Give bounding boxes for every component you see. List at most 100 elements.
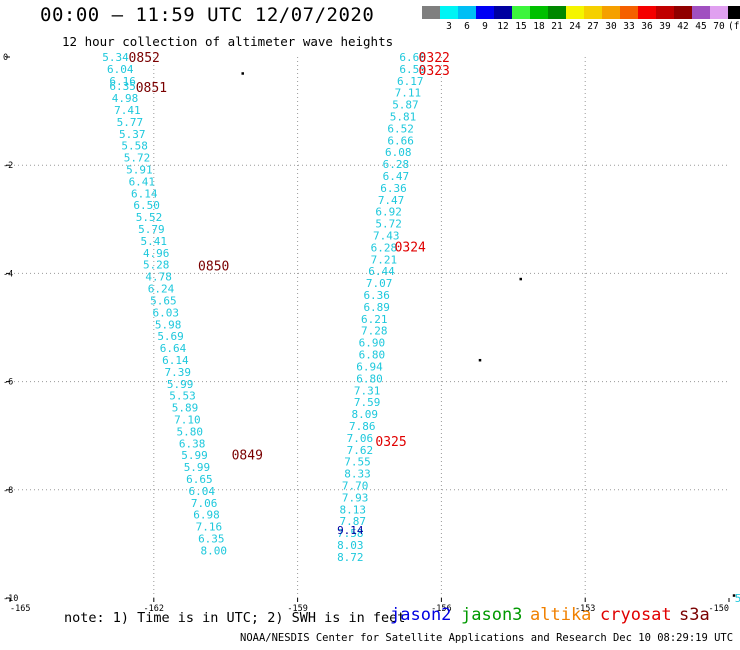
wave-height-value: 8.13 <box>339 503 366 516</box>
colorbar-cell <box>512 6 530 19</box>
y-tick-label: -8 <box>3 486 13 496</box>
wave-height-value: 7.59 <box>354 396 381 409</box>
colorbar-cell <box>440 6 458 19</box>
colorbar-cell <box>602 6 620 19</box>
colorbar-cell <box>710 6 728 19</box>
wave-height-value: 8.72 <box>337 551 364 564</box>
wave-height-value: 7.07 <box>366 277 393 290</box>
wave-height-value: 5.99 <box>167 378 194 391</box>
x-tick-label: -150 <box>709 604 729 614</box>
time-label: 0852 <box>129 51 160 66</box>
colorbar-label: 45 <box>695 21 707 32</box>
wave-height-value: 6.52 <box>387 122 414 135</box>
wave-height-value: 7.10 <box>174 413 201 426</box>
colorbar-label: 24 <box>569 21 581 32</box>
time-label: 0323 <box>419 64 450 79</box>
colorbar-cell <box>548 6 566 19</box>
wave-height-value: 7.16 <box>196 521 223 534</box>
wave-height-value: 6.21 <box>361 313 388 326</box>
wave-height-value: 6.14 <box>131 187 158 200</box>
observation-dot <box>241 72 244 75</box>
wave-height-value: 6.66 <box>387 134 414 147</box>
wave-height-value: 9.14 <box>337 524 364 537</box>
colorbar-label: 42 <box>677 21 689 32</box>
observation-dot <box>519 277 522 281</box>
wave-height-value: 6.38 <box>179 437 206 450</box>
wave-height-value: 6.36 <box>380 182 407 195</box>
colorbar-cell <box>566 6 584 19</box>
wave-height-value: 5.41 <box>141 235 168 248</box>
wave-height-value: 6.16 <box>109 75 136 88</box>
observation-dot <box>478 358 482 362</box>
wave-height-value: 4.78 <box>145 271 172 284</box>
time-label: 0849 <box>232 449 263 464</box>
page-title: 00:00 – 11:59 UTC 12/07/2020 <box>40 4 375 26</box>
time-label: 0325 <box>375 435 406 450</box>
wave-height-value: 7.86 <box>349 420 376 433</box>
wave-height-value: 6.14 <box>162 354 189 367</box>
wave-height-value: 6.94 <box>356 360 383 373</box>
wave-height-value: 6.41 <box>129 175 156 188</box>
wave-height-value: 5.69 <box>157 330 184 343</box>
colorbar-cell <box>458 6 476 19</box>
colorbar-cell <box>728 6 740 19</box>
wave-height-value: 4.98 <box>112 92 139 105</box>
wave-height-value: 4.96 <box>143 247 170 260</box>
wave-height-value: 6.50 <box>133 199 160 212</box>
colorbar-cell <box>476 6 494 19</box>
wave-height-value: 6.35 <box>198 532 225 545</box>
wave-height-value: 5.99 <box>181 449 208 462</box>
x-tick-label: -156 <box>431 604 451 614</box>
wave-height-value: 6.55 <box>399 63 426 76</box>
wave-height-value: 8.03 <box>337 539 364 552</box>
colorbar-label: 18 <box>533 21 545 32</box>
legend-jason3-label: jason3 <box>461 605 523 625</box>
wave-height-value: 8.00 <box>200 544 227 557</box>
wave-height-value: 7.39 <box>165 366 192 379</box>
legend-jason2: jason2 <box>390 605 451 625</box>
y-tick-label: -4 <box>3 269 13 279</box>
wave-height-value: 6.28 <box>383 158 410 171</box>
wave-height-value: 6.65 <box>186 473 213 486</box>
wave-height-value: 6.98 <box>193 509 220 522</box>
wave-height-value: 7.70 <box>342 479 369 492</box>
wave-height-value: 7.11 <box>395 87 422 100</box>
wave-height-value: 7.28 <box>361 325 388 338</box>
wave-height-value: 5.79 <box>138 223 165 236</box>
wave-height-value: 7.31 <box>354 384 381 397</box>
x-tick-label: -153 <box>575 604 595 614</box>
wave-height-value: 6.36 <box>363 289 390 302</box>
wave-height-value: 7.06 <box>191 497 218 510</box>
wave-height-value: 6.89 <box>363 301 390 314</box>
wave-height-value: 6.92 <box>375 206 402 219</box>
footer-credit: NOAA/NESDIS Center for Satellite Applica… <box>240 632 740 644</box>
x-tick-label: -159 <box>287 604 307 614</box>
wave-height-value: 5.87 <box>392 99 419 112</box>
wave-height-value: 6.17 <box>397 75 424 88</box>
wave-height-value: 5.37 <box>119 128 146 141</box>
wave-height-value: 7.93 <box>342 491 369 504</box>
colorbar-cell <box>620 6 638 19</box>
time-label: 0850 <box>198 259 229 274</box>
colorbar-label: 21 <box>551 21 563 32</box>
colorbar-label: 12 <box>497 21 509 32</box>
wave-height-value: 5.72 <box>124 152 151 165</box>
wave-height-value: 5.28 <box>143 259 170 272</box>
colorbar-cell <box>638 6 656 19</box>
time-label: 0322 <box>419 51 450 66</box>
wave-height-value: 6.28 <box>371 241 398 254</box>
colorbar <box>422 6 740 19</box>
wave-height-value: 6.90 <box>359 337 386 350</box>
y-tick-label: -6 <box>3 378 13 388</box>
wave-height-value: 6.64 <box>160 342 187 355</box>
x-tick-label: -162 <box>144 604 164 614</box>
colorbar-cell <box>656 6 674 19</box>
wave-height-value: 8.33 <box>344 468 371 481</box>
wave-height-value: 5.53 <box>169 390 196 403</box>
wave-height-value: 5.98 <box>155 318 182 331</box>
wave-height-value: 7.21 <box>371 253 398 266</box>
colorbar-cell <box>494 6 512 19</box>
legend-s3a: s3a <box>679 605 710 625</box>
